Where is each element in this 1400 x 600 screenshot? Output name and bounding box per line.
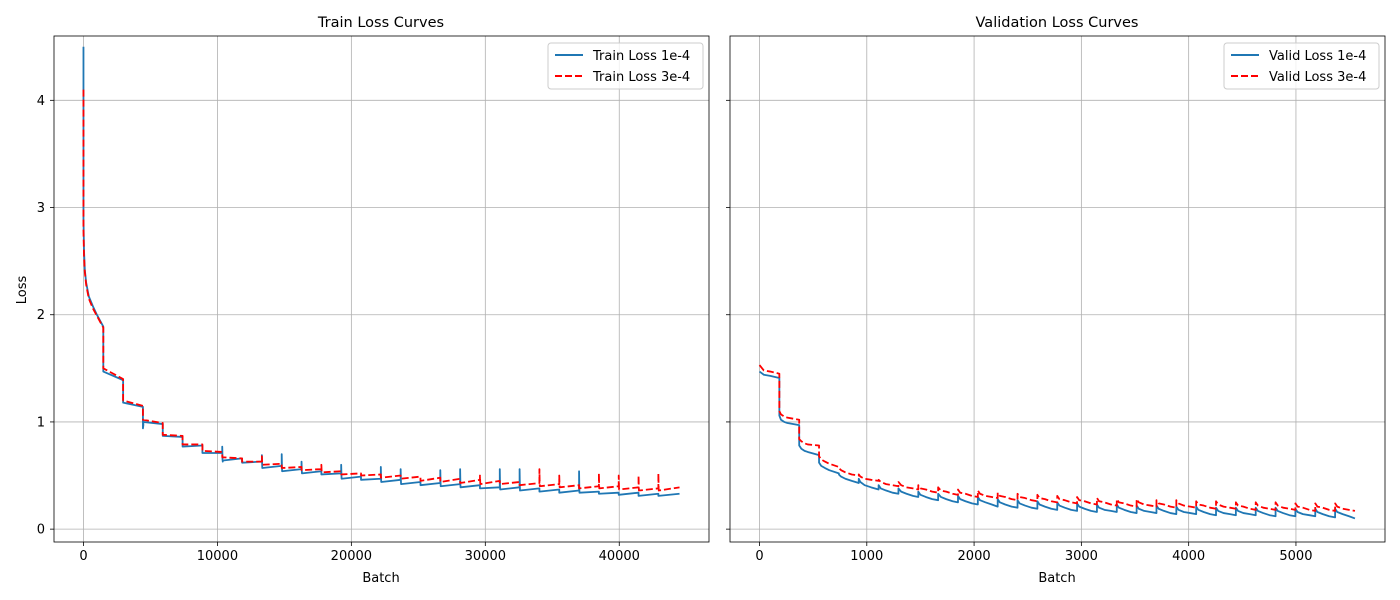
validation-axis-ticks: 0 1000 2000 3000 4000 5000 xyxy=(726,99,1312,564)
validation-x-tick-label: 5000 xyxy=(1279,549,1312,564)
validation-x-tick-label: 4000 xyxy=(1172,549,1205,564)
train-y-tick-label: 0 xyxy=(37,523,45,538)
train-legend-label-1e-4: Train Loss 1e-4 xyxy=(592,49,690,64)
train-y-tick-label: 3 xyxy=(37,201,45,216)
validation-x-tick-label: 1000 xyxy=(850,549,883,564)
train-x-tick-label: 10000 xyxy=(197,549,238,564)
train-series-line-0 xyxy=(82,46,680,497)
train-loss-panel: Train Loss Curves Batch Loss 0 10000 20000… xyxy=(15,15,710,586)
train-y-tick-label: 1 xyxy=(37,415,45,430)
train-x-tick-label: 0 xyxy=(79,549,87,564)
validation-x-tick-label: 3000 xyxy=(1065,549,1098,564)
train-legend-box xyxy=(547,42,704,90)
validation-chart-title: Validation Loss Curves xyxy=(976,15,1139,31)
validation-plot-frame xyxy=(729,35,1386,543)
train-y-tick-label: 2 xyxy=(37,308,45,323)
validation-series-lines xyxy=(758,364,1356,520)
train-legend-label-3e-4: Train Loss 3e-4 xyxy=(592,70,690,85)
train-axis-ticks: 0 10000 20000 30000 40000 0 1 2 3 4 xyxy=(37,94,640,564)
validation-legend: Valid Loss 1e-4 Valid Loss 3e-4 xyxy=(1223,42,1380,90)
train-x-tick-label: 40000 xyxy=(599,549,640,564)
validation-loss-panel: Validation Loss Curves Batch 0 1000 2000 30… xyxy=(726,15,1386,586)
train-x-axis-label: Batch xyxy=(362,571,399,586)
validation-series-line-1 xyxy=(758,364,1356,512)
train-x-tick-label: 30000 xyxy=(465,549,506,564)
train-y-axis-label: Loss xyxy=(15,276,30,305)
validation-x-tick-label: 2000 xyxy=(958,549,991,564)
train-plot-frame xyxy=(53,35,710,543)
validation-x-tick-label: 0 xyxy=(755,549,763,564)
validation-legend-box xyxy=(1223,42,1380,90)
train-series-line-1 xyxy=(82,89,680,492)
validation-x-axis-label: Batch xyxy=(1038,571,1075,586)
validation-legend-label-3e-4: Valid Loss 3e-4 xyxy=(1269,70,1366,85)
train-legend: Train Loss 1e-4 Train Loss 3e-4 xyxy=(547,42,704,90)
train-series-lines xyxy=(82,46,680,497)
train-y-tick-label: 4 xyxy=(37,94,45,109)
train-chart-title: Train Loss Curves xyxy=(317,15,444,31)
train-x-tick-label: 20000 xyxy=(331,549,372,564)
validation-grid xyxy=(730,36,1385,542)
validation-legend-label-1e-4: Valid Loss 1e-4 xyxy=(1269,49,1366,64)
